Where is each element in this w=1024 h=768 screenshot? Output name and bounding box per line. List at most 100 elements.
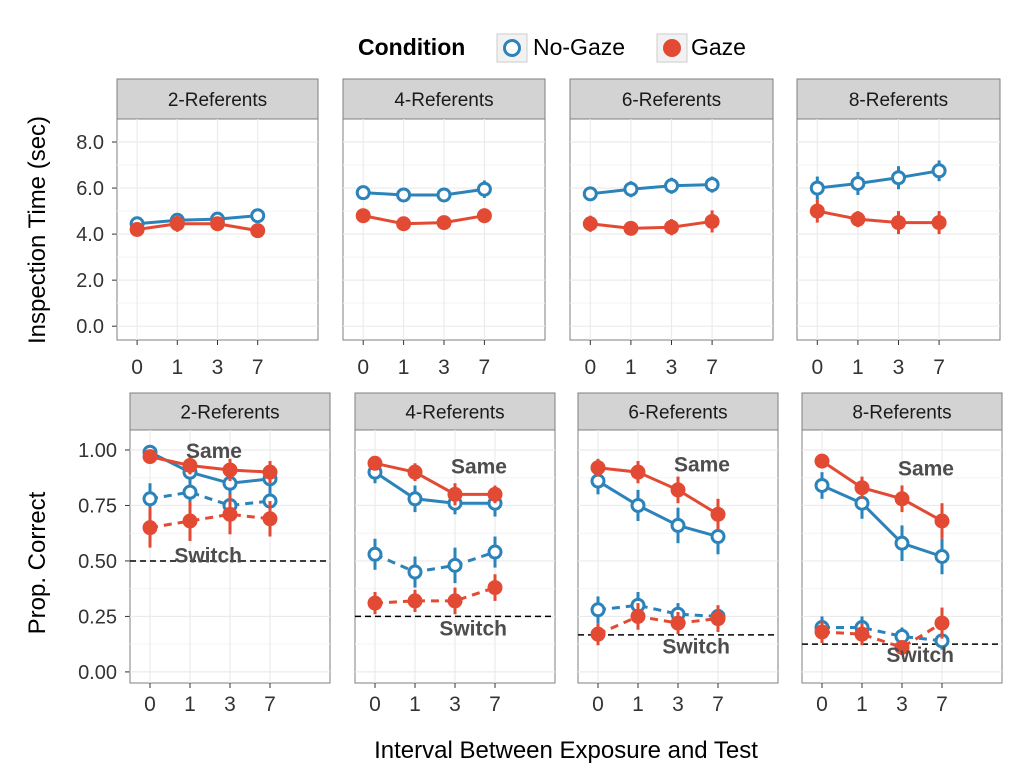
data-point-gaze bbox=[934, 513, 950, 529]
bottom-y-tick-label: 0.75 bbox=[78, 495, 117, 517]
annotation-same: Same bbox=[674, 453, 730, 476]
bottom-y-tick-label: 1.00 bbox=[78, 440, 117, 462]
series-line-gaze-same bbox=[374, 461, 495, 496]
panel-strip-label: 6-Referents bbox=[622, 90, 721, 111]
bottom-y-tick-label: 0.50 bbox=[78, 551, 117, 573]
data-point-gaze bbox=[447, 486, 463, 502]
x-axis-title: Interval Between Exposure and Test bbox=[374, 737, 758, 764]
series-line-gaze bbox=[362, 214, 485, 226]
data-point-gaze bbox=[355, 208, 371, 224]
x-tick-label: 0 bbox=[144, 693, 156, 716]
series-line-no-gaze bbox=[590, 183, 713, 196]
x-tick-label: 3 bbox=[672, 693, 684, 716]
data-point-gaze bbox=[670, 482, 686, 498]
panel-strip-label: 8-Referents bbox=[849, 90, 948, 111]
x-tick-label: 7 bbox=[933, 356, 945, 379]
panel-strip-label: 4-Referents bbox=[394, 90, 493, 111]
top-y-tick-label: 4.0 bbox=[76, 224, 104, 246]
data-point-gaze bbox=[630, 608, 646, 624]
series-line-gaze bbox=[817, 209, 940, 225]
panel-strip bbox=[342, 78, 546, 120]
data-point-no-gaze bbox=[854, 495, 870, 511]
bottom-panel-1: 2-Referents Same Switch 0 1 3 7 bbox=[129, 392, 331, 716]
data-point-gaze bbox=[210, 216, 225, 232]
x-tick-label: 7 bbox=[936, 693, 948, 716]
top-y-tick-label: 8.0 bbox=[76, 132, 104, 154]
top-y-axis-title: Inspection Time (sec) bbox=[24, 116, 51, 344]
series-line-gaze-switch bbox=[821, 621, 943, 650]
series-line-no-gaze-switch bbox=[374, 550, 496, 574]
series-line-gaze bbox=[136, 222, 258, 233]
series-line-gaze-same bbox=[821, 459, 943, 523]
data-point-gaze bbox=[582, 216, 598, 232]
panel-strip-label: 2-Referents bbox=[180, 403, 279, 424]
data-point-no-gaze bbox=[704, 177, 720, 193]
data-point-no-gaze bbox=[182, 484, 198, 500]
data-point-gaze bbox=[854, 626, 870, 642]
top-panel-1: 2-Referents 0 1 3 7 bbox=[116, 78, 319, 379]
series-line-no-gaze-same bbox=[374, 470, 495, 505]
top-panel-2: 4-Referents 0 1 3 7 bbox=[342, 78, 546, 379]
x-tick-label: 1 bbox=[409, 693, 421, 716]
x-tick-label: 7 bbox=[264, 693, 276, 716]
series-line-no-gaze-same bbox=[821, 484, 943, 558]
top-y-tick-label: 2.0 bbox=[76, 270, 104, 292]
data-point-no-gaze bbox=[590, 473, 606, 489]
data-point-no-gaze bbox=[710, 529, 726, 545]
panel-strip-label: 4-Referents bbox=[405, 403, 504, 424]
data-point-no-gaze bbox=[670, 517, 686, 533]
series-line-no-gaze bbox=[136, 214, 258, 226]
data-point-gaze bbox=[931, 215, 947, 231]
bottom-panel-4: 8-Referents Same Switch 0 1 3 7 bbox=[801, 392, 1003, 716]
x-tick-label: 3 bbox=[896, 693, 908, 716]
data-point-gaze bbox=[854, 480, 870, 496]
data-point-gaze bbox=[670, 615, 686, 631]
legend-label-gaze: Gaze bbox=[691, 34, 746, 60]
x-tick-label: 3 bbox=[893, 356, 905, 379]
data-point-gaze bbox=[447, 593, 463, 609]
data-point-gaze bbox=[710, 611, 726, 627]
annotation-same: Same bbox=[898, 458, 954, 481]
data-point-gaze bbox=[891, 215, 906, 231]
x-tick-label: 3 bbox=[449, 693, 461, 716]
x-tick-label: 1 bbox=[398, 356, 410, 379]
x-tick-label: 1 bbox=[184, 693, 196, 716]
data-point-no-gaze bbox=[447, 557, 463, 573]
data-point-gaze bbox=[934, 615, 950, 631]
x-tick-label: 7 bbox=[479, 356, 491, 379]
x-tick-label: 7 bbox=[252, 356, 264, 379]
x-tick-label: 0 bbox=[584, 356, 596, 379]
data-point-no-gaze bbox=[623, 181, 639, 197]
annotation-same: Same bbox=[186, 440, 242, 463]
legend-key-no-gaze bbox=[503, 39, 521, 57]
data-point-gaze bbox=[894, 639, 910, 655]
data-point-gaze bbox=[590, 460, 606, 476]
series-line-no-gaze bbox=[363, 187, 485, 197]
data-point-no-gaze bbox=[396, 187, 412, 203]
data-point-gaze bbox=[129, 222, 145, 237]
data-point-gaze bbox=[814, 624, 830, 640]
data-point-gaze bbox=[436, 215, 452, 231]
series-line-gaze-switch bbox=[374, 586, 496, 605]
data-point-no-gaze bbox=[630, 497, 646, 513]
panel-strip bbox=[129, 392, 331, 431]
bottom-y-axis-title: Prop. Correct bbox=[24, 491, 51, 634]
x-tick-label: 1 bbox=[625, 356, 637, 379]
data-point-gaze bbox=[250, 223, 266, 239]
data-point-gaze bbox=[476, 208, 492, 224]
series-line-no-gaze-same bbox=[597, 479, 719, 538]
x-tick-label: 3 bbox=[224, 693, 236, 716]
x-tick-label: 3 bbox=[666, 356, 678, 379]
data-point-gaze bbox=[407, 464, 423, 480]
data-point-gaze bbox=[142, 520, 158, 536]
data-point-gaze bbox=[262, 464, 278, 480]
data-point-no-gaze bbox=[931, 163, 947, 179]
bottom-y-tick-label: 0.00 bbox=[78, 662, 117, 684]
data-point-gaze bbox=[262, 511, 278, 527]
x-tick-label: 1 bbox=[856, 693, 868, 716]
annotation-switch: Switch bbox=[886, 644, 954, 667]
data-point-no-gaze bbox=[355, 185, 371, 201]
series-line-gaze-same bbox=[597, 466, 719, 516]
annotation-switch: Switch bbox=[662, 635, 730, 658]
